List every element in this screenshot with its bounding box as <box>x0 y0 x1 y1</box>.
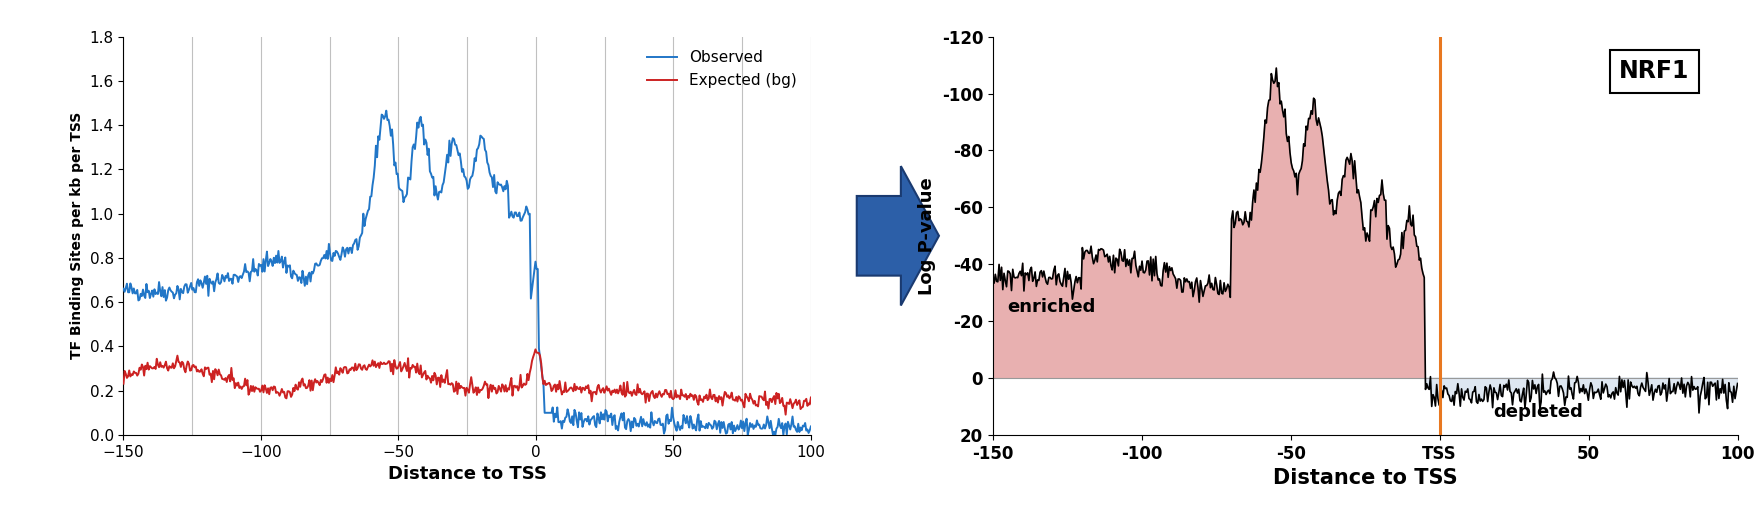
FancyArrow shape <box>857 166 938 305</box>
Observed <box>235 261 256 267</box>
Y-axis label: TF Binding Sites per kb per TSS: TF Binding Sites per kb per TSS <box>71 112 85 359</box>
Observed <box>113 286 134 292</box>
Observed <box>632 423 653 430</box>
Expected (bg) <box>526 346 547 353</box>
Observed <box>737 432 759 438</box>
Expected (bg) <box>632 391 653 397</box>
Observed <box>425 183 446 189</box>
Observed <box>519 211 540 217</box>
Legend: Observed, Expected (bg): Observed, Expected (bg) <box>640 45 803 94</box>
Expected (bg) <box>774 411 796 418</box>
Expected (bg) <box>519 377 540 383</box>
X-axis label: Distance to TSS: Distance to TSS <box>1274 468 1457 488</box>
Text: depleted: depleted <box>1494 403 1582 421</box>
Expected (bg) <box>289 384 310 390</box>
Expected (bg) <box>573 385 594 391</box>
Observed <box>801 423 822 430</box>
Expected (bg) <box>423 369 445 376</box>
Expected (bg) <box>113 380 134 387</box>
Expected (bg) <box>801 395 822 401</box>
Text: enriched: enriched <box>1007 298 1095 316</box>
Observed <box>289 275 310 281</box>
Line: Observed: Observed <box>123 111 811 435</box>
Line: Expected (bg): Expected (bg) <box>123 350 811 414</box>
Y-axis label: Log P-value: Log P-value <box>917 177 937 294</box>
X-axis label: Distance to TSS: Distance to TSS <box>388 465 547 483</box>
Text: NRF1: NRF1 <box>1619 59 1690 83</box>
Observed <box>376 107 397 114</box>
Expected (bg) <box>235 376 256 382</box>
Observed <box>573 419 594 425</box>
